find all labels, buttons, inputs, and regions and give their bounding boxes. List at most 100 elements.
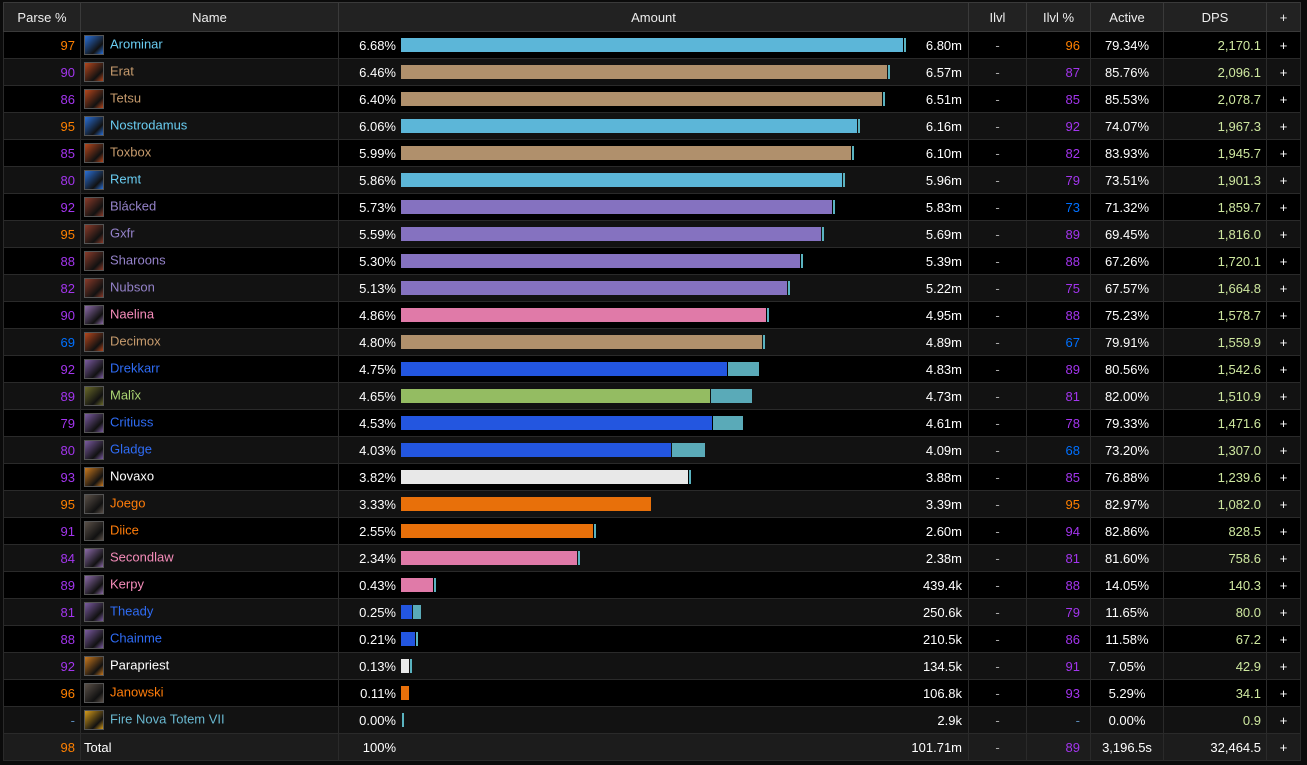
table-row[interactable]: 97 Arominar 6.68% 6.80m - 96 79.34% 2,170… — [3, 31, 1301, 59]
table-row[interactable]: - Fire Nova Totem VII 0.00% 2.9k - - 0.00… — [3, 706, 1301, 734]
expand-button[interactable]: + — [1266, 679, 1301, 707]
expand-button[interactable]: + — [1266, 247, 1301, 275]
player-name[interactable]: Fire Nova Totem VII — [110, 711, 225, 727]
player-name-cell[interactable]: Gxfr — [80, 220, 339, 248]
expand-button[interactable]: + — [1266, 436, 1301, 464]
player-name-cell[interactable]: Arominar — [80, 31, 339, 59]
expand-button[interactable]: + — [1266, 58, 1301, 86]
player-name-cell[interactable]: Naelina — [80, 301, 339, 329]
player-name[interactable]: Nubson — [110, 279, 155, 295]
table-row[interactable]: 86 Tetsu 6.40% 6.51m - 85 85.53% 2,078.7 … — [3, 85, 1301, 113]
player-name-cell[interactable]: Janowski — [80, 679, 339, 707]
table-row[interactable]: 81 Theady 0.25% 250.6k - 79 11.65% 80.0 + — [3, 598, 1301, 626]
player-name[interactable]: Malîx — [110, 387, 142, 403]
player-name[interactable]: Chainme — [110, 630, 163, 646]
player-name[interactable]: Novaxo — [110, 468, 155, 484]
expand-button[interactable]: + — [1266, 301, 1301, 329]
player-name[interactable]: Blácked — [110, 198, 157, 214]
expand-button[interactable]: + — [1266, 517, 1301, 545]
player-name[interactable]: Critiuss — [110, 414, 154, 430]
expand-button[interactable]: + — [1266, 463, 1301, 491]
player-name[interactable]: Gladge — [110, 441, 152, 457]
table-row[interactable]: 69 Decimox 4.80% 4.89m - 67 79.91% 1,559.… — [3, 328, 1301, 356]
header-active[interactable]: Active — [1090, 2, 1164, 32]
player-name[interactable]: Parapriest — [110, 657, 170, 673]
player-name[interactable]: Erat — [110, 63, 134, 79]
player-name-cell[interactable]: Joego — [80, 490, 339, 518]
player-name-cell[interactable]: Malîx — [80, 382, 339, 410]
player-name-cell[interactable]: Kerpy — [80, 571, 339, 599]
expand-button[interactable]: + — [1266, 274, 1301, 302]
table-row[interactable]: 92 Parapriest 0.13% 134.5k - 91 7.05% 42.… — [3, 652, 1301, 680]
expand-button[interactable]: + — [1266, 490, 1301, 518]
expand-button[interactable]: + — [1266, 355, 1301, 383]
player-name-cell[interactable]: Toxbox — [80, 139, 339, 167]
table-row[interactable]: 89 Malîx 4.65% 4.73m - 81 82.00% 1,510.9 … — [3, 382, 1301, 410]
table-row[interactable]: 85 Toxbox 5.99% 6.10m - 82 83.93% 1,945.7… — [3, 139, 1301, 167]
table-row[interactable]: 90 Naelina 4.86% 4.95m - 88 75.23% 1,578.… — [3, 301, 1301, 329]
player-name[interactable]: Remt — [110, 171, 142, 187]
expand-button[interactable]: + — [1266, 31, 1301, 59]
table-row[interactable]: 79 Critiuss 4.53% 4.61m - 78 79.33% 1,471… — [3, 409, 1301, 437]
expand-button[interactable]: + — [1266, 166, 1301, 194]
player-name[interactable]: Kerpy — [110, 576, 144, 592]
player-name-cell[interactable]: Novaxo — [80, 463, 339, 491]
table-row[interactable]: 82 Nubson 5.13% 5.22m - 75 67.57% 1,664.8… — [3, 274, 1301, 302]
expand-button[interactable]: + — [1266, 706, 1301, 734]
expand-button[interactable]: + — [1266, 382, 1301, 410]
table-row[interactable]: 95 Nostrodamus 6.06% 6.16m - 92 74.07% 1,… — [3, 112, 1301, 140]
header-name[interactable]: Name — [80, 2, 339, 32]
expand-button[interactable]: + — [1266, 544, 1301, 572]
player-name-cell[interactable]: Drekkarr — [80, 355, 339, 383]
player-name[interactable]: Diice — [110, 522, 139, 538]
expand-button[interactable]: + — [1266, 85, 1301, 113]
player-name-cell[interactable]: Erat — [80, 58, 339, 86]
player-name[interactable]: Arominar — [110, 36, 163, 52]
player-name[interactable]: Janowski — [110, 684, 164, 700]
expand-button[interactable]: + — [1266, 112, 1301, 140]
player-name[interactable]: Tetsu — [110, 90, 142, 106]
table-row[interactable]: 89 Kerpy 0.43% 439.4k - 88 14.05% 140.3 + — [3, 571, 1301, 599]
player-name[interactable]: Toxbox — [110, 144, 152, 160]
player-name-cell[interactable]: Fire Nova Totem VII — [80, 706, 339, 734]
player-name-cell[interactable]: Critiuss — [80, 409, 339, 437]
header-parse[interactable]: Parse % — [3, 2, 81, 32]
header-ilvl-pct[interactable]: Ilvl % — [1026, 2, 1091, 32]
player-name-cell[interactable]: Sharoons — [80, 247, 339, 275]
total-expand-button[interactable]: + — [1266, 733, 1301, 761]
expand-button[interactable]: + — [1266, 625, 1301, 653]
player-name[interactable]: Naelina — [110, 306, 155, 322]
expand-button[interactable]: + — [1266, 652, 1301, 680]
table-row[interactable]: 95 Gxfr 5.59% 5.69m - 89 69.45% 1,816.0 + — [3, 220, 1301, 248]
table-row[interactable]: 88 Chainme 0.21% 210.5k - 86 11.58% 67.2 … — [3, 625, 1301, 653]
expand-button[interactable]: + — [1266, 409, 1301, 437]
player-name-cell[interactable]: Remt — [80, 166, 339, 194]
header-dps[interactable]: DPS — [1163, 2, 1267, 32]
player-name[interactable]: Secondlaw — [110, 549, 174, 565]
player-name[interactable]: Gxfr — [110, 225, 135, 241]
player-name-cell[interactable]: Parapriest — [80, 652, 339, 680]
player-name-cell[interactable]: Secondlaw — [80, 544, 339, 572]
player-name-cell[interactable]: Decimox — [80, 328, 339, 356]
expand-button[interactable]: + — [1266, 193, 1301, 221]
expand-button[interactable]: + — [1266, 139, 1301, 167]
player-name[interactable]: Decimox — [110, 333, 161, 349]
player-name-cell[interactable]: Gladge — [80, 436, 339, 464]
player-name[interactable]: Nostrodamus — [110, 117, 188, 133]
table-row[interactable]: 88 Sharoons 5.30% 5.39m - 88 67.26% 1,720… — [3, 247, 1301, 275]
expand-button[interactable]: + — [1266, 328, 1301, 356]
player-name-cell[interactable]: Blácked — [80, 193, 339, 221]
expand-button[interactable]: + — [1266, 598, 1301, 626]
player-name-cell[interactable]: Diice — [80, 517, 339, 545]
table-row[interactable]: 80 Gladge 4.03% 4.09m - 68 73.20% 1,307.0… — [3, 436, 1301, 464]
table-row[interactable]: 92 Drekkarr 4.75% 4.83m - 89 80.56% 1,542… — [3, 355, 1301, 383]
expand-button[interactable]: + — [1266, 571, 1301, 599]
player-name-cell[interactable]: Tetsu — [80, 85, 339, 113]
table-row[interactable]: 80 Remt 5.86% 5.96m - 79 73.51% 1,901.3 + — [3, 166, 1301, 194]
player-name-cell[interactable]: Theady — [80, 598, 339, 626]
header-ilvl[interactable]: Ilvl — [968, 2, 1027, 32]
table-row[interactable]: 84 Secondlaw 2.34% 2.38m - 81 81.60% 758.… — [3, 544, 1301, 572]
player-name-cell[interactable]: Nubson — [80, 274, 339, 302]
player-name-cell[interactable]: Chainme — [80, 625, 339, 653]
table-row[interactable]: 95 Joego 3.33% 3.39m - 95 82.97% 1,082.0 … — [3, 490, 1301, 518]
